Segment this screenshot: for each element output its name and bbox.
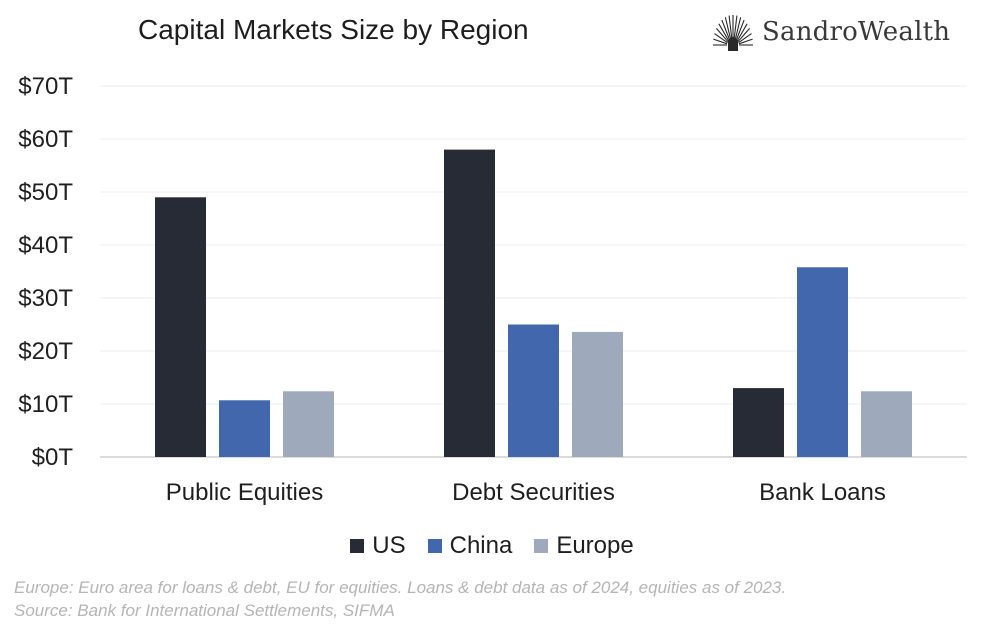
legend-swatch: [350, 539, 365, 553]
y-tick-label: $40T: [18, 232, 73, 259]
y-tick-label: $10T: [18, 391, 73, 418]
bar-us-public-equities: [155, 197, 206, 458]
footnote: Europe: Euro area for loans & debt, EU f…: [14, 576, 786, 622]
legend-item-china: China: [427, 532, 513, 560]
brand-logo: SandroWealth: [712, 10, 950, 54]
bar-us-bank-loans: [733, 388, 784, 457]
legend: US China Europe: [0, 532, 984, 560]
sunburst-logo-icon: [713, 15, 753, 51]
bar-china-debt-securities: [508, 324, 559, 457]
legend-swatch: [427, 539, 442, 553]
y-tick-label: $70T: [18, 73, 73, 100]
bar-europe-debt-securities: [572, 331, 623, 457]
bar-europe-public-equities: [283, 391, 334, 457]
bar-chart: $0T $10T $20T $30T $40T $50T $60T $70T Public E…: [18, 73, 967, 506]
legend-label: Europe: [556, 532, 634, 559]
y-tick-label: $0T: [32, 444, 74, 471]
y-tick-label: $60T: [18, 126, 73, 153]
x-tick-label: Debt Securities: [452, 479, 615, 506]
brand-name: SandroWealth: [762, 17, 951, 47]
y-tick-label: $30T: [18, 285, 73, 312]
bar-europe-bank-loans: [861, 391, 912, 457]
footnote-line-1: Europe: Euro area for loans & debt, EU f…: [14, 578, 787, 597]
legend-label: US: [372, 532, 406, 559]
x-tick-label: Public Equities: [166, 479, 323, 506]
bar-us-debt-securities: [444, 149, 495, 457]
bar-china-bank-loans: [797, 267, 848, 457]
legend-item-europe: Europe: [534, 532, 634, 560]
legend-swatch: [534, 539, 549, 553]
chart-title: Capital Markets Size by Region: [138, 14, 529, 45]
bar-china-public-equities: [219, 400, 270, 457]
y-tick-label: $20T: [18, 338, 73, 365]
footnote-line-2: Source: Bank for International Settlemen…: [14, 601, 395, 620]
legend-item-us: US: [350, 532, 406, 560]
x-tick-label: Bank Loans: [759, 479, 886, 506]
legend-label: China: [449, 532, 513, 559]
y-tick-label: $50T: [18, 179, 73, 206]
